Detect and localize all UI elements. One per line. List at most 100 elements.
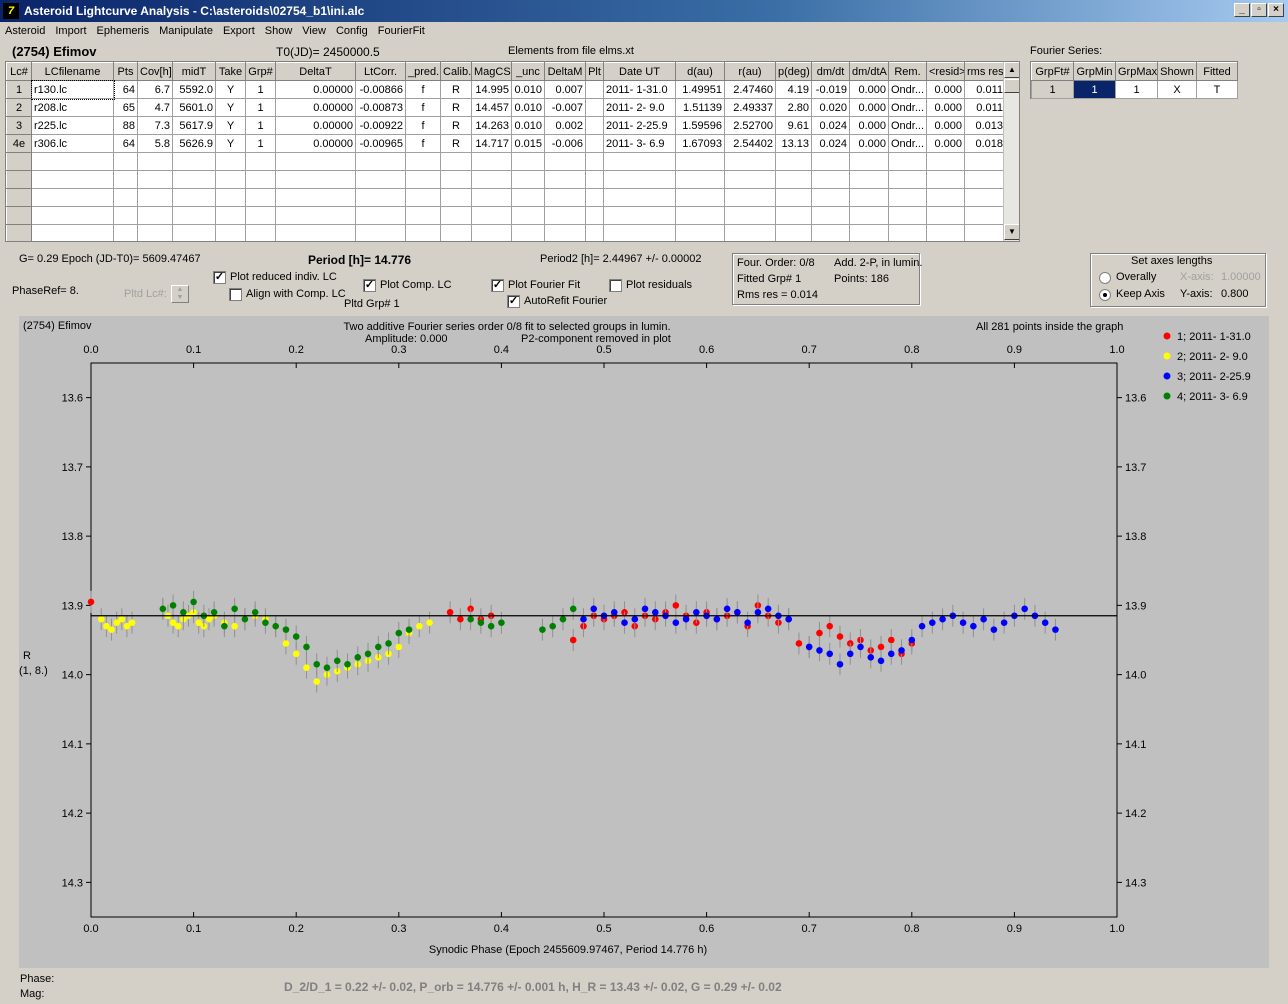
table-cell[interactable] <box>603 206 676 225</box>
table-cell[interactable]: 1 <box>245 80 276 99</box>
table-cell[interactable]: 0.000 <box>849 80 889 99</box>
table-cell[interactable]: 0.010 <box>511 98 545 117</box>
table-cell[interactable] <box>585 224 604 241</box>
table-cell[interactable]: 0.000 <box>926 116 965 135</box>
table-cell[interactable]: 14.263 <box>471 116 512 135</box>
table-cell[interactable]: 2011- 2-25.9 <box>603 116 676 135</box>
table-cell[interactable] <box>888 206 927 225</box>
table-cell[interactable]: r306.lc <box>31 134 114 153</box>
table-cell[interactable] <box>113 170 138 189</box>
menu-view[interactable]: View <box>302 25 326 37</box>
table-cell[interactable]: 2011- 1-31.0 <box>603 80 676 99</box>
table-cell[interactable] <box>137 224 173 241</box>
table-cell[interactable]: 2.80 <box>775 98 812 117</box>
lc-col-header[interactable]: r(au) <box>724 62 776 81</box>
table-cell[interactable]: 0.000 <box>926 98 965 117</box>
table-cell[interactable] <box>31 224 114 241</box>
lc-col-header[interactable]: rms res <box>964 62 1006 81</box>
table-cell[interactable]: 0.007 <box>544 80 586 99</box>
table-cell[interactable]: f <box>405 116 441 135</box>
table-cell[interactable]: 0.020 <box>811 98 850 117</box>
table-cell[interactable] <box>603 170 676 189</box>
table-cell[interactable] <box>849 224 889 241</box>
row-header[interactable] <box>6 170 32 189</box>
table-cell[interactable] <box>137 188 173 207</box>
lc-col-header[interactable]: LCfilename <box>31 62 114 81</box>
table-cell[interactable] <box>405 206 441 225</box>
table-cell[interactable] <box>775 206 812 225</box>
table-cell[interactable] <box>964 188 1006 207</box>
table-cell[interactable] <box>405 224 441 241</box>
lc-col-header[interactable]: <resid> <box>926 62 965 81</box>
table-cell[interactable] <box>471 206 512 225</box>
table-cell[interactable] <box>113 188 138 207</box>
table-cell[interactable]: 5592.0 <box>172 80 216 99</box>
table-cell[interactable]: Y <box>215 134 246 153</box>
lc-col-header[interactable]: _pred. <box>405 62 441 81</box>
table-cell[interactable] <box>964 152 1006 171</box>
table-cell[interactable] <box>811 206 850 225</box>
table-cell[interactable] <box>471 224 512 241</box>
menu-asteroid[interactable]: Asteroid <box>5 25 46 37</box>
lc-col-header[interactable]: Lc# <box>6 62 32 81</box>
table-cell[interactable] <box>355 206 406 225</box>
table-cell[interactable] <box>440 188 472 207</box>
menu-import[interactable]: Import <box>55 25 87 37</box>
empty-row[interactable] <box>6 224 1006 241</box>
empty-row[interactable] <box>6 152 1006 171</box>
table-cell[interactable] <box>113 152 138 171</box>
table-cell[interactable] <box>355 152 406 171</box>
table-cell[interactable] <box>172 224 216 241</box>
table-cell[interactable] <box>275 170 356 189</box>
table-cell[interactable] <box>440 224 472 241</box>
lightcurve-plot[interactable]: (2754) Efimov Two additive Fourier serie… <box>19 316 1269 968</box>
table-cell[interactable] <box>544 188 586 207</box>
table-cell[interactable] <box>724 170 776 189</box>
lc-col-header[interactable]: Take <box>215 62 246 81</box>
table-cell[interactable] <box>811 170 850 189</box>
table-cell[interactable] <box>440 170 472 189</box>
menu-fourierfit[interactable]: FourierFit <box>377 25 425 37</box>
table-cell[interactable] <box>775 188 812 207</box>
table-cell[interactable] <box>849 152 889 171</box>
lc-table-scrollbar[interactable]: ▲ ▼ <box>1003 62 1019 241</box>
table-cell[interactable] <box>675 188 725 207</box>
row-header[interactable]: 4e <box>6 134 32 153</box>
lc-col-header[interactable]: LtCorr. <box>355 62 406 81</box>
empty-row[interactable] <box>6 188 1006 207</box>
keep-axis-radio[interactable] <box>1099 289 1111 301</box>
scroll-down-icon[interactable]: ▼ <box>1004 224 1019 240</box>
table-cell[interactable] <box>926 224 965 241</box>
table-cell[interactable]: 1.49951 <box>675 80 725 99</box>
table-cell[interactable] <box>172 206 216 225</box>
table-cell[interactable]: R <box>440 80 472 99</box>
table-cell[interactable] <box>31 170 114 189</box>
table-cell[interactable] <box>544 152 586 171</box>
table-cell[interactable] <box>172 188 216 207</box>
table-cell[interactable] <box>355 188 406 207</box>
table-cell[interactable] <box>926 206 965 225</box>
table-cell[interactable]: Y <box>215 80 246 99</box>
lightcurve-plot-panel[interactable]: (2754) Efimov Two additive Fourier serie… <box>19 316 1269 968</box>
table-cell[interactable]: 0.002 <box>544 116 586 135</box>
fs-cell-fitted[interactable]: T <box>1196 80 1238 99</box>
table-cell[interactable]: 14.995 <box>471 80 512 99</box>
table-cell[interactable]: R <box>440 98 472 117</box>
table-cell[interactable]: 0.00000 <box>275 116 356 135</box>
row-header[interactable]: 2 <box>6 98 32 117</box>
table-cell[interactable] <box>137 170 173 189</box>
table-cell[interactable]: 2011- 3- 6.9 <box>603 134 676 153</box>
fs-cell-grpmax[interactable]: 1 <box>1115 80 1158 99</box>
table-cell[interactable]: 1 <box>245 98 276 117</box>
table-cell[interactable]: 1.59596 <box>675 116 725 135</box>
table-cell[interactable]: 5.8 <box>137 134 173 153</box>
table-cell[interactable] <box>775 224 812 241</box>
table-cell[interactable] <box>245 152 276 171</box>
lc-col-header[interactable]: Cov[h] <box>137 62 173 81</box>
table-cell[interactable] <box>511 224 545 241</box>
table-cell[interactable] <box>675 224 725 241</box>
table-cell[interactable] <box>215 170 246 189</box>
lc-col-header[interactable]: DeltaT <box>275 62 356 81</box>
table-cell[interactable]: 1.67093 <box>675 134 725 153</box>
table-cell[interactable]: 14.457 <box>471 98 512 117</box>
